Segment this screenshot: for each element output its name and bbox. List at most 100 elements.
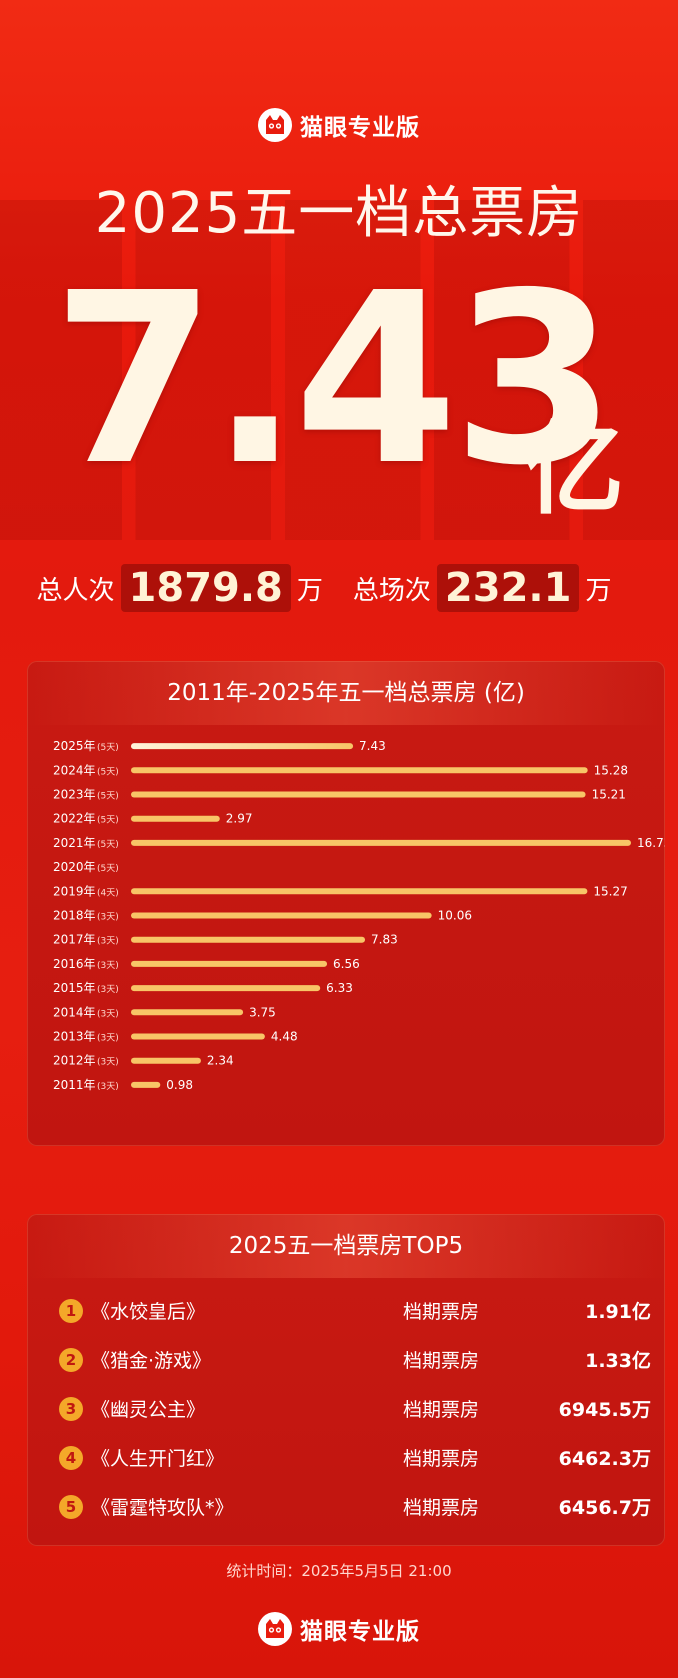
box-office-value: 6945.5万 — [558, 1399, 651, 1421]
stat-audience-unit: 万 — [296, 575, 323, 606]
rank-badge: 3 — [59, 1396, 83, 1421]
header-brand: 猫眼专业版 — [0, 108, 678, 142]
box-office-label: 档期票房 — [403, 1301, 480, 1323]
days-tick-label: (4天) — [97, 888, 119, 898]
stat-screenings-label: 总场次 — [352, 575, 431, 606]
year-tick-label: 2011年 — [53, 1078, 96, 1092]
box-office-label: 档期票房 — [403, 1497, 480, 1519]
rank-badge: 1 — [59, 1298, 83, 1323]
rank-badge: 2 — [59, 1347, 83, 1372]
poster-collage-background — [0, 200, 678, 540]
top5-list: 1 《水饺皇后》 档期票房 1.91亿 2 《猎金·游戏》 档期票房 1.33亿… — [27, 1286, 665, 1531]
bar-value-label: 4.48 — [271, 1030, 298, 1044]
movie-name: 《人生开门红》 — [91, 1448, 225, 1470]
stat-screenings-unit: 万 — [585, 575, 612, 606]
movie-name: 《水饺皇后》 — [91, 1301, 206, 1323]
bar — [131, 767, 588, 774]
bar — [131, 743, 354, 750]
brand-name: 猫眼专业版 — [300, 115, 420, 141]
bar-value-label: 6.33 — [326, 981, 353, 995]
bar — [131, 960, 328, 967]
list-item: 2 《猎金·游戏》 档期票房 1.33亿 — [27, 1335, 665, 1384]
box-office-value: 6462.3万 — [558, 1448, 651, 1470]
year-tick-label: 2019年 — [53, 884, 96, 898]
cat-eye-logo-icon — [258, 108, 292, 142]
stat-audience-value: 1879.8 — [120, 564, 291, 612]
box-office-value: 1.91亿 — [585, 1301, 651, 1323]
year-tick-label: 2016年 — [53, 957, 96, 971]
headline-value: 7.43 — [52, 242, 616, 517]
chart-title: 2011年-2025年五一档总票房 (亿) — [27, 661, 665, 725]
bar-value-label: 16.73 — [637, 836, 665, 850]
year-tick-label: 2015年 — [53, 981, 96, 995]
cat-eye-logo-icon — [258, 1612, 292, 1646]
days-tick-label: (3天) — [97, 961, 119, 971]
days-tick-label: (5天) — [97, 816, 119, 826]
movie-name: 《幽灵公主》 — [91, 1399, 206, 1421]
page-title: 2025五一档总票房 — [94, 181, 584, 246]
footer-brand: 猫眼专业版 — [0, 1612, 678, 1646]
movie-name: 《猎金·游戏》 — [91, 1350, 212, 1372]
box-office-label: 档期票房 — [403, 1448, 480, 1470]
bar-value-label: 15.27 — [593, 884, 627, 898]
year-tick-label: 2022年 — [53, 812, 96, 826]
days-tick-label: (3天) — [97, 937, 119, 947]
bar — [131, 815, 220, 822]
year-tick-label: 2021年 — [53, 836, 96, 850]
chart-panel: 2011年-2025年五一档总票房 (亿) 2025年 (5天) 7.43 2024年… — [27, 661, 665, 1146]
year-tick-label: 2018年 — [53, 909, 96, 923]
days-tick-label: (5天) — [97, 792, 119, 802]
box-office-value: 1.33亿 — [585, 1350, 651, 1372]
bar — [131, 912, 432, 919]
list-item: 3 《幽灵公主》 档期票房 6945.5万 — [27, 1384, 665, 1433]
rank-badge: 5 — [59, 1494, 83, 1519]
bar-value-label: 10.06 — [438, 909, 472, 923]
days-tick-label: (3天) — [97, 985, 119, 995]
list-item: 5 《雷霆特攻队*》 档期票房 6456.7万 — [27, 1482, 665, 1531]
year-tick-label: 2017年 — [53, 933, 96, 947]
stat-time: 统计时间：2025年5月5日 21:00 — [226, 1562, 452, 1580]
bar — [131, 1033, 265, 1040]
box-office-label: 档期票房 — [403, 1399, 480, 1421]
year-tick-label: 2013年 — [53, 1030, 96, 1044]
days-tick-label: (3天) — [97, 1034, 119, 1044]
year-tick-label: 2023年 — [53, 788, 96, 802]
bar — [131, 1009, 244, 1016]
days-tick-label: (5天) — [97, 840, 119, 850]
days-tick-label: (5天) — [97, 743, 119, 753]
days-tick-label: (5天) — [97, 767, 119, 777]
bar-value-label: 2.97 — [226, 812, 253, 826]
bar-value-label: 7.83 — [371, 933, 398, 947]
box-office-value: 6456.7万 — [558, 1497, 651, 1519]
bar — [131, 888, 588, 895]
box-office-label: 档期票房 — [403, 1350, 480, 1372]
rank-badge: 4 — [59, 1445, 83, 1470]
footer-brand-name: 猫眼专业版 — [300, 1619, 420, 1645]
stat-audience-label: 总人次 — [36, 575, 115, 606]
bar — [131, 936, 366, 943]
list-item: 4 《人生开门红》 档期票房 6462.3万 — [27, 1433, 665, 1482]
days-tick-label: (5天) — [97, 864, 119, 874]
bar-value-label: 2.34 — [207, 1054, 234, 1068]
bar — [131, 791, 586, 798]
year-tick-label: 2014年 — [53, 1005, 96, 1019]
stats-row: 总人次 1879.8 万 总场次 232.1 万 — [0, 564, 678, 612]
days-tick-label: (3天) — [97, 1009, 119, 1019]
bar — [131, 1057, 201, 1064]
bar-value-label: 15.21 — [592, 788, 626, 802]
headline-unit: 亿 — [524, 411, 624, 528]
bar — [131, 985, 321, 992]
year-tick-label: 2020年 — [53, 860, 96, 874]
days-tick-label: (3天) — [97, 1082, 119, 1092]
stat-screenings-value: 232.1 — [436, 564, 580, 612]
year-tick-label: 2024年 — [53, 763, 96, 777]
days-tick-label: (3天) — [97, 913, 119, 923]
days-tick-label: (3天) — [97, 1058, 119, 1068]
top5-panel: 2025五一档票房TOP5 1 《水饺皇后》 档期票房 1.91亿 2 《猎金·… — [27, 1214, 665, 1546]
bar-value-label: 7.43 — [359, 739, 386, 753]
bar-value-label: 3.75 — [249, 1005, 276, 1019]
list-item: 1 《水饺皇后》 档期票房 1.91亿 — [27, 1286, 665, 1335]
top5-title: 2025五一档票房TOP5 — [27, 1214, 665, 1278]
bar-value-label: 6.56 — [333, 957, 360, 971]
